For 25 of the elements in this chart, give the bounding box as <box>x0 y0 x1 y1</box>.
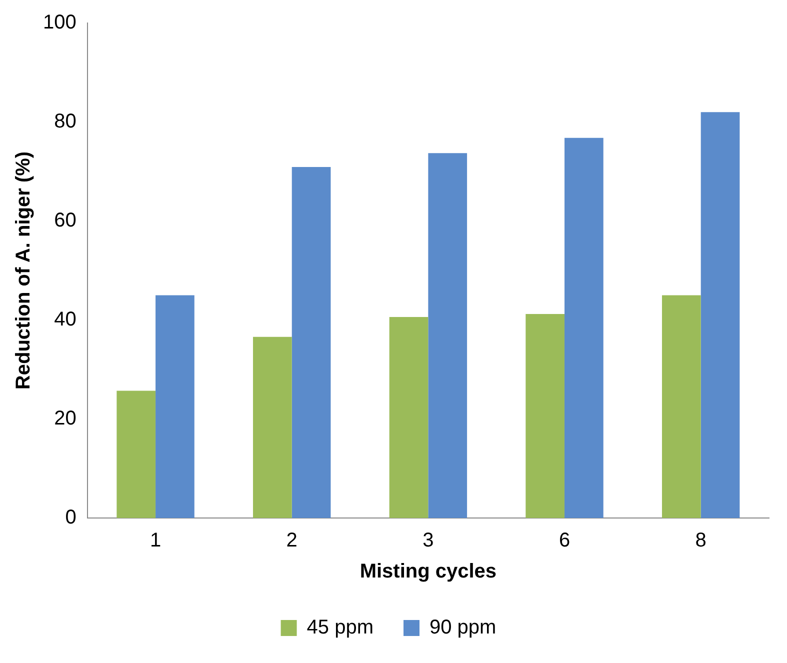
bar <box>564 138 604 518</box>
x-tick-label: 3 <box>422 530 434 552</box>
bar <box>526 314 565 518</box>
y-tick-label: 20 <box>54 408 76 430</box>
bar <box>292 167 331 518</box>
legend-label: 45 ppm <box>306 616 374 639</box>
x-tick-label: 8 <box>695 530 706 552</box>
y-axis-title: Reduction of A. niger (%) <box>12 151 35 390</box>
y-tick-label: 40 <box>54 308 76 331</box>
bar <box>428 153 468 518</box>
y-tick-label: 60 <box>54 210 76 232</box>
bar <box>389 317 428 518</box>
bar <box>662 295 701 518</box>
x-tick-label: 1 <box>150 530 162 552</box>
legend-label: 90 ppm <box>430 616 496 639</box>
y-tick-label: 0 <box>65 506 76 529</box>
bar <box>700 112 740 518</box>
y-tick-label: 80 <box>54 110 76 133</box>
x-tick-label: 6 <box>558 530 570 552</box>
x-axis-title: Misting cycles <box>360 560 497 583</box>
y-tick-label: 100 <box>42 12 76 34</box>
bar <box>156 295 194 518</box>
bar <box>253 336 292 518</box>
bar <box>116 390 156 518</box>
x-tick-label: 2 <box>286 530 298 552</box>
